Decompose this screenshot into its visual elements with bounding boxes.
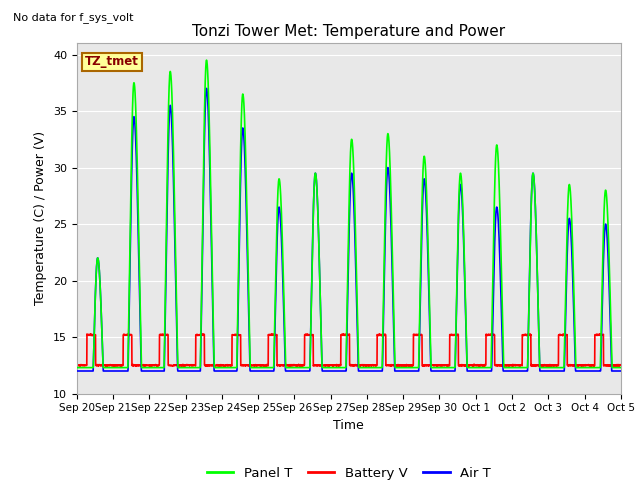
Battery V: [617, 362, 625, 368]
Panel T: [305, 365, 313, 371]
Air T: [305, 368, 313, 374]
Battery V: [305, 333, 313, 338]
Line: Battery V: Battery V: [77, 334, 621, 366]
Line: Panel T: Panel T: [77, 60, 621, 368]
Panel T: [73, 365, 81, 371]
Battery V: [596, 331, 604, 337]
Air T: [167, 109, 175, 115]
Air T: [203, 85, 211, 91]
Air T: [617, 368, 625, 374]
Panel T: [548, 365, 556, 371]
Battery V: [282, 362, 289, 368]
Title: Tonzi Tower Met: Temperature and Power: Tonzi Tower Met: Temperature and Power: [192, 24, 506, 39]
Line: Air T: Air T: [77, 88, 621, 371]
Panel T: [135, 238, 143, 243]
Y-axis label: Temperature (C) / Power (V): Temperature (C) / Power (V): [35, 132, 47, 305]
Panel T: [167, 75, 175, 81]
Text: No data for f_sys_volt: No data for f_sys_volt: [13, 12, 133, 23]
Battery V: [261, 363, 269, 369]
Battery V: [167, 362, 175, 368]
Battery V: [135, 362, 143, 368]
Panel T: [203, 57, 211, 63]
Panel T: [282, 360, 289, 366]
Battery V: [548, 362, 556, 368]
Air T: [135, 259, 143, 264]
Text: TZ_tmet: TZ_tmet: [85, 56, 139, 69]
Air T: [607, 320, 614, 326]
Air T: [282, 368, 289, 374]
Battery V: [607, 362, 614, 368]
Panel T: [607, 298, 614, 304]
X-axis label: Time: Time: [333, 419, 364, 432]
Air T: [548, 368, 556, 374]
Air T: [73, 368, 81, 374]
Legend: Panel T, Battery V, Air T: Panel T, Battery V, Air T: [202, 462, 496, 480]
Battery V: [73, 362, 81, 368]
Panel T: [617, 365, 625, 371]
